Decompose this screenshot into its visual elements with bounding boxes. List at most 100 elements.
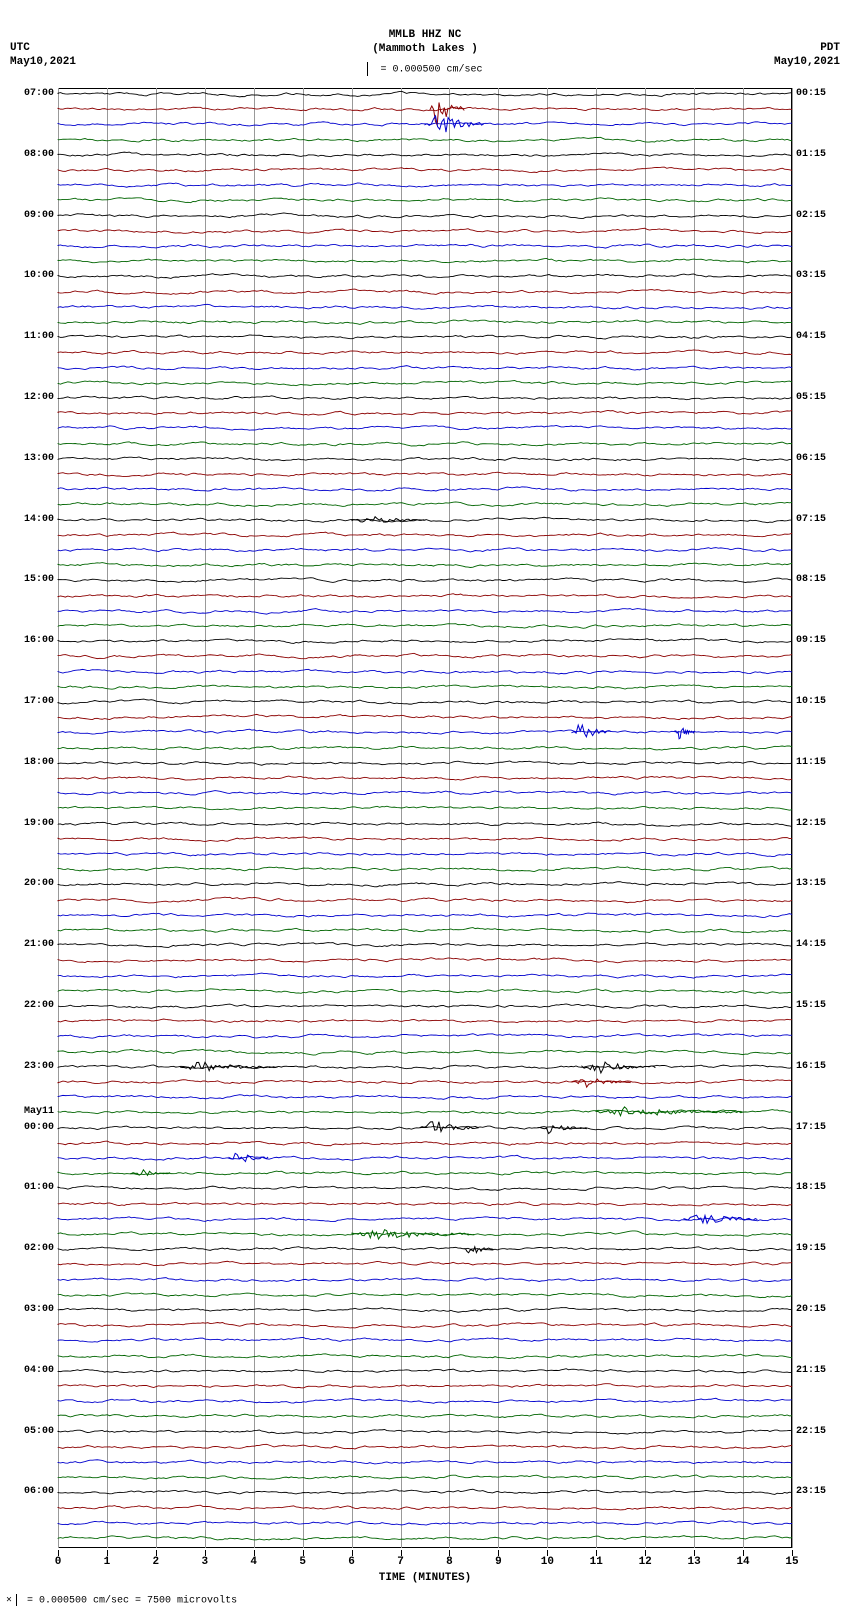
trace-row <box>58 824 792 825</box>
trace-row <box>58 1401 792 1402</box>
pdt-time-label: 11:15 <box>796 757 842 768</box>
trace-row <box>58 1188 792 1189</box>
trace-row <box>58 413 792 414</box>
trace-row <box>58 1143 792 1144</box>
pdt-time-label: 23:15 <box>796 1486 842 1497</box>
utc-time-label: 04:00 <box>8 1365 54 1376</box>
trace-row <box>58 1432 792 1433</box>
trace-row <box>58 1356 792 1357</box>
seismic-event <box>425 124 484 125</box>
utc-time-label: 11:00 <box>8 331 54 342</box>
trace-row <box>58 1082 792 1083</box>
trace-row <box>58 672 792 673</box>
utc-time-label: 10:00 <box>8 270 54 281</box>
trace-row <box>58 915 792 916</box>
seismic-event <box>684 1219 757 1220</box>
utc-time-label: 21:00 <box>8 939 54 950</box>
seismic-event <box>180 1067 278 1068</box>
trace-row <box>58 200 792 201</box>
x-tick-label: 11 <box>590 1556 603 1568</box>
footer-bar-icon <box>16 1594 17 1606</box>
trace-row <box>58 1492 792 1493</box>
trace-row <box>58 1538 792 1539</box>
x-tick-label: 8 <box>446 1556 453 1568</box>
utc-time-label: May11 <box>8 1106 54 1117</box>
x-tick-label: 2 <box>153 1556 160 1568</box>
trace-row <box>58 808 792 809</box>
scale-legend: = 0.000500 cm/sec <box>0 62 850 76</box>
seismic-event <box>538 1128 587 1129</box>
trace-row <box>58 763 792 764</box>
trace-row <box>58 140 792 141</box>
utc-time-label: 01:00 <box>8 1182 54 1193</box>
trace-row <box>58 474 792 475</box>
utc-time-label: 03:00 <box>8 1304 54 1315</box>
utc-time-label: 16:00 <box>8 635 54 646</box>
x-axis-label: TIME (MINUTES) <box>58 1572 792 1584</box>
utc-time-label: 13:00 <box>8 453 54 464</box>
trace-row <box>58 869 792 870</box>
trace-row <box>58 960 792 961</box>
x-tick-label: 14 <box>736 1556 749 1568</box>
x-tick-label: 12 <box>639 1556 652 1568</box>
trace-row <box>58 1006 792 1007</box>
trace-row <box>58 155 792 156</box>
pdt-time-label: 14:15 <box>796 939 842 950</box>
footer-scale: × = 0.000500 cm/sec = 7500 microvolts <box>6 1594 237 1607</box>
trace-row <box>58 976 792 977</box>
trace-row <box>58 717 792 718</box>
trace-row <box>58 1508 792 1509</box>
trace-row <box>58 1340 792 1341</box>
pdt-time-label: 16:15 <box>796 1061 842 1072</box>
trace-row <box>58 170 792 171</box>
x-tick-label: 15 <box>785 1556 798 1568</box>
trace-row <box>58 307 792 308</box>
pdt-time-label: 01:15 <box>796 149 842 160</box>
trace-row <box>58 504 792 505</box>
trace-row <box>58 352 792 353</box>
x-tick-label: 0 <box>55 1556 62 1568</box>
trace-row <box>58 261 792 262</box>
seismic-event <box>229 1158 268 1159</box>
trace-row <box>58 945 792 946</box>
utc-time-label: 06:00 <box>8 1486 54 1497</box>
scale-bar-icon <box>367 62 368 76</box>
pdt-time-label: 15:15 <box>796 1000 842 1011</box>
x-tick-label: 6 <box>348 1556 355 1568</box>
x-tick-label: 10 <box>541 1556 554 1568</box>
trace-row <box>58 1264 792 1265</box>
grid-vertical <box>792 88 793 1548</box>
trace-row <box>58 398 792 399</box>
plot-area: 07:0008:0009:0010:0011:0012:0013:0014:00… <box>58 88 792 1548</box>
trace-row <box>58 793 792 794</box>
trace-row <box>58 839 792 840</box>
trace-row <box>58 991 792 992</box>
trace-row <box>58 1204 792 1205</box>
date-right: May10,2021 <box>774 56 840 68</box>
utc-time-label: 18:00 <box>8 757 54 768</box>
trace-row <box>58 930 792 931</box>
trace-row <box>58 641 792 642</box>
seismic-event <box>675 732 695 733</box>
utc-time-label: 00:00 <box>8 1122 54 1133</box>
pdt-time-label: 08:15 <box>796 574 842 585</box>
trace-row <box>58 444 792 445</box>
utc-time-label: 12:00 <box>8 392 54 403</box>
trace-row <box>58 884 792 885</box>
trace-row <box>58 1325 792 1326</box>
seismic-event <box>572 732 611 733</box>
utc-time-label: 19:00 <box>8 818 54 829</box>
trace-row <box>58 1477 792 1478</box>
trace-row <box>58 656 792 657</box>
trace-row <box>58 687 792 688</box>
trace-row <box>58 337 792 338</box>
trace-row <box>58 368 792 369</box>
x-axis: TIME (MINUTES) 0123456789101112131415 <box>58 1550 792 1590</box>
footer-text: = 0.000500 cm/sec = 7500 microvolts <box>27 1596 237 1607</box>
seismic-event <box>596 1112 743 1113</box>
trace-row <box>58 1036 792 1037</box>
timezone-right: PDT <box>820 42 840 54</box>
station-location: (Mammoth Lakes ) <box>0 42 850 56</box>
trace-row <box>58 1158 792 1159</box>
trace-row <box>58 1416 792 1417</box>
